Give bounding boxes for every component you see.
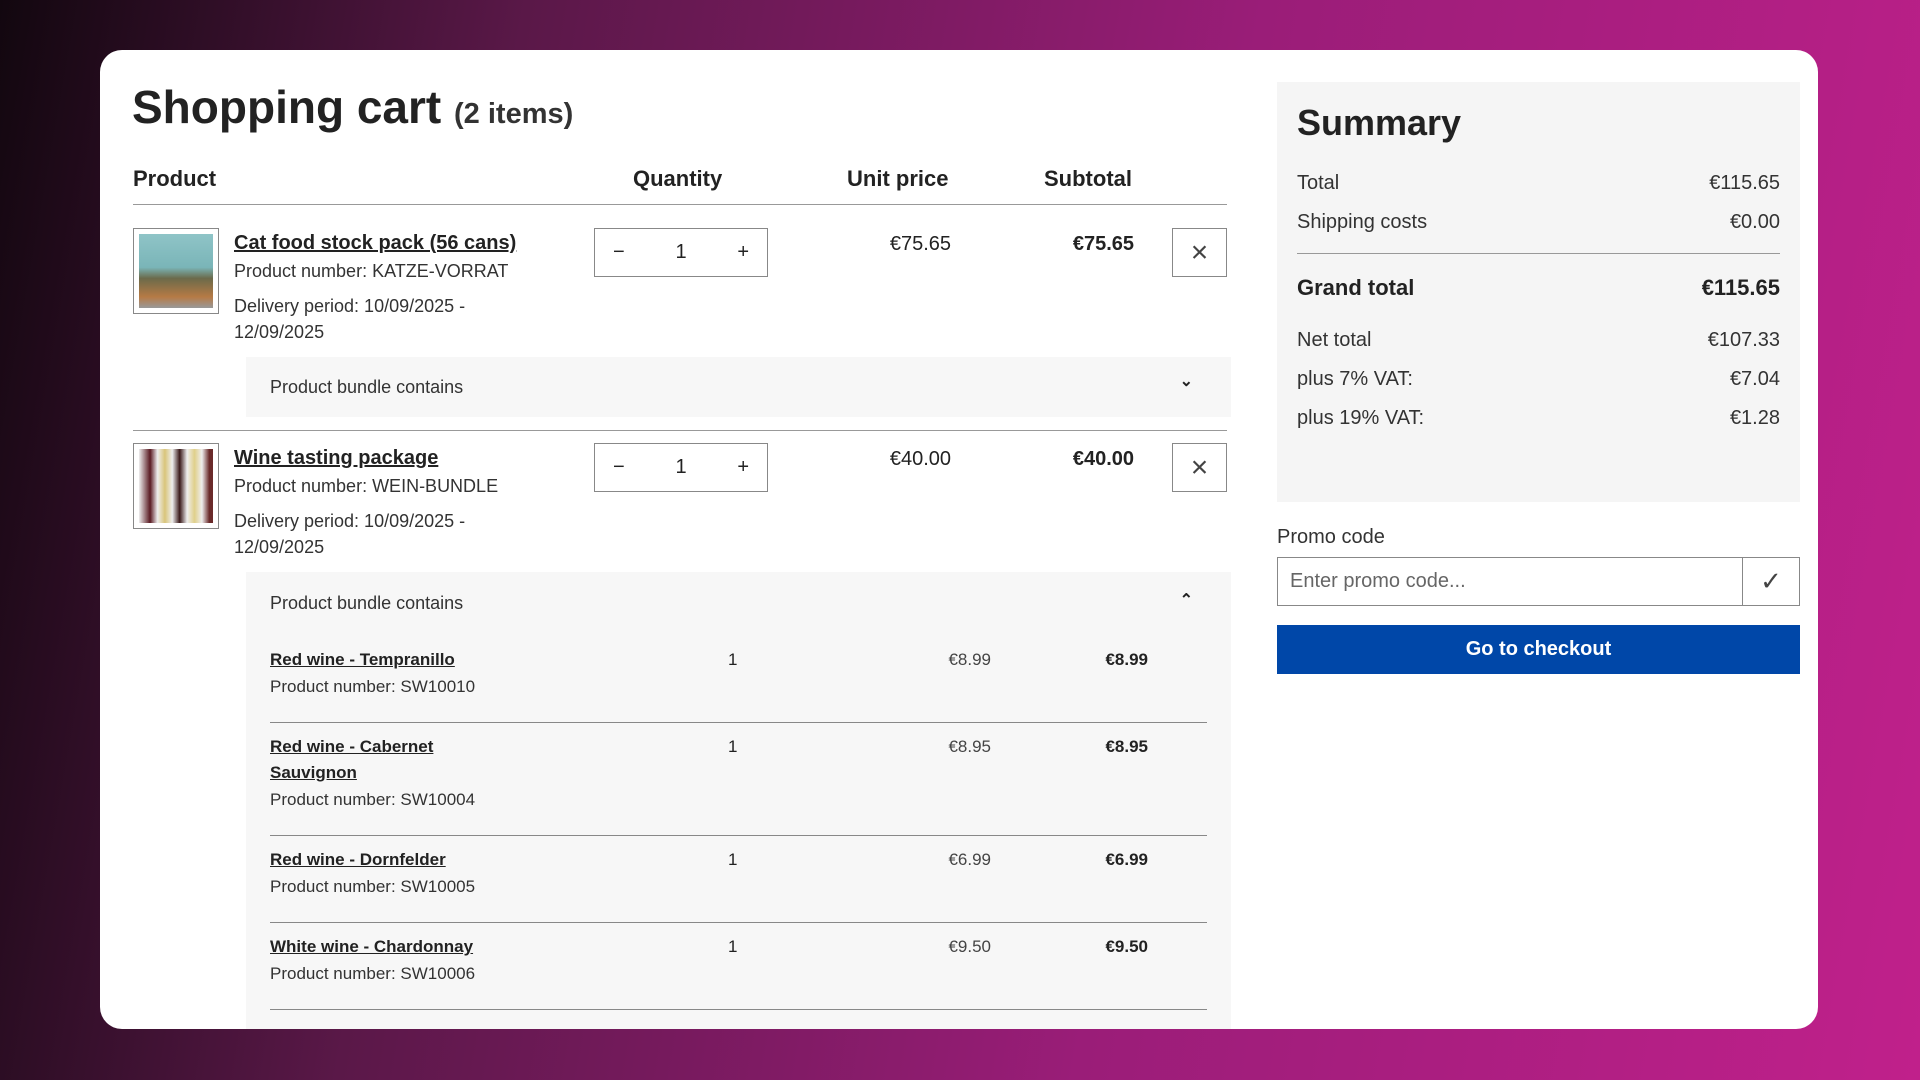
summary-shipping-row: Shipping costs €0.00	[1297, 211, 1780, 234]
summary-title: Summary	[1297, 102, 1462, 143]
bundle-divider	[270, 1009, 1207, 1010]
net-label: Net total	[1297, 329, 1372, 351]
summary-total-row: Total €115.65	[1297, 172, 1780, 195]
subtotal: €75.65	[1072, 233, 1134, 255]
bundle-item-link[interactable]: Red wine - Tempranillo	[270, 650, 455, 669]
unit-price: €75.65	[889, 233, 951, 255]
bundle-toggle[interactable]: Product bundle contains ⌄	[246, 357, 1231, 417]
minus-icon[interactable]: −	[613, 241, 625, 263]
header-subtotal: Subtotal	[1044, 166, 1132, 191]
product-number: Product number: KATZE-VORRAT	[234, 261, 509, 281]
summary-vat19-row: plus 19% VAT: €1.28	[1297, 407, 1780, 430]
bundle-divider	[270, 835, 1207, 836]
quantity-input[interactable]: 1	[675, 456, 687, 478]
delivery-period: Delivery period: 10/09/2025 -	[234, 296, 466, 316]
quantity-stepper: − 1 +	[594, 228, 768, 277]
vat19-value: €1.28	[1729, 407, 1780, 429]
summary-divider	[1297, 253, 1780, 254]
delivery-period: Delivery period: 10/09/2025 -	[234, 511, 466, 531]
delivery-period-end: 12/09/2025	[234, 322, 325, 342]
subtotal: €40.00	[1072, 448, 1134, 470]
bundle-item-subtotal: €6.99	[1105, 850, 1148, 869]
close-icon: ×	[1190, 235, 1209, 269]
summary-grand-total-row: Grand total €115.65	[1297, 275, 1780, 301]
total-value: €115.65	[1709, 172, 1780, 194]
vat19-label: plus 19% VAT:	[1297, 407, 1425, 429]
remove-item-button[interactable]: ×	[1172, 443, 1227, 492]
bundle-item-qty: 1	[728, 850, 738, 869]
page-title: Shopping cart (2 items)	[132, 80, 573, 134]
vat7-label: plus 7% VAT:	[1297, 368, 1413, 390]
checkout-button[interactable]: Go to checkout	[1277, 625, 1800, 674]
product-number: Product number: WEIN-BUNDLE	[234, 476, 499, 496]
grand-total-value: €115.65	[1701, 275, 1780, 300]
bundle-item-link[interactable]: Red wine - Cabernet Sauvignon	[270, 737, 434, 782]
bundle-item-number: Product number: SW10005	[270, 877, 476, 896]
cart-page: Shopping cart (2 items) Product Quantity…	[100, 50, 1818, 1029]
bundle-item-qty: 1	[728, 737, 738, 756]
bundle-item-number: Product number: SW10006	[270, 964, 476, 983]
promo-label: Promo code	[1277, 526, 1385, 548]
header-product: Product	[133, 166, 217, 191]
header-quantity: Quantity	[633, 166, 723, 191]
minus-icon[interactable]: −	[613, 456, 625, 478]
bundle-label[interactable]: Product bundle contains	[270, 593, 464, 613]
unit-price: €40.00	[889, 448, 951, 470]
header-unit-price: Unit price	[847, 166, 949, 191]
order-summary: Summary Total €115.65 Shipping costs €0.00…	[1277, 82, 1800, 502]
product-image-cat-food[interactable]	[133, 228, 219, 314]
bundle-panel: Product bundle contains ⌃ Red wine - Tem…	[246, 572, 1231, 1029]
remove-item-button[interactable]: ×	[1172, 228, 1227, 277]
product-image-wine[interactable]	[133, 443, 219, 529]
plus-icon[interactable]: +	[737, 456, 749, 478]
bundle-item-subtotal: €8.99	[1105, 650, 1148, 669]
total-label: Total	[1297, 172, 1340, 194]
quantity-stepper: − 1 +	[594, 443, 768, 492]
summary-vat7-row: plus 7% VAT: €7.04	[1297, 368, 1780, 391]
bundle-label: Product bundle contains	[270, 377, 464, 397]
header-divider	[133, 204, 1227, 205]
chevron-up-icon[interactable]: ⌃	[1179, 592, 1193, 609]
product-link[interactable]: Wine tasting package	[234, 447, 439, 469]
shipping-label: Shipping costs	[1297, 211, 1428, 233]
bundle-item-unit-price: €6.99	[948, 850, 991, 869]
bundle-item-unit-price: €9.50	[948, 937, 991, 956]
bundle-item-subtotal: €8.95	[1105, 737, 1148, 756]
quantity-input[interactable]: 1	[675, 241, 687, 263]
bundle-item-unit-price: €8.99	[948, 650, 991, 669]
product-link[interactable]: Cat food stock pack (56 cans)	[234, 232, 517, 254]
promo-code-input[interactable]	[1277, 557, 1743, 606]
bundle-item-unit-price: €8.95	[948, 737, 991, 756]
bundle-item-link[interactable]: Red wine - Dornfelder	[270, 850, 446, 869]
close-icon: ×	[1190, 450, 1209, 484]
item-count: (2 items)	[454, 98, 574, 130]
bundle-item-subtotal: €9.50	[1105, 937, 1148, 956]
summary-net-row: Net total €107.33	[1297, 329, 1780, 352]
bundle-divider	[270, 922, 1207, 923]
bundle-item-qty: 1	[728, 937, 738, 956]
bundle-item-number: Product number: SW10010	[270, 677, 476, 696]
bundle-item-qty: 1	[728, 650, 738, 669]
bundle-item-number: Product number: SW10004	[270, 790, 476, 809]
plus-icon[interactable]: +	[737, 241, 749, 263]
net-value: €107.33	[1707, 329, 1780, 351]
vat7-value: €7.04	[1729, 368, 1780, 390]
chevron-down-icon[interactable]: ⌄	[1179, 373, 1193, 390]
title-text: Shopping cart	[132, 81, 442, 133]
shipping-value: €0.00	[1729, 211, 1780, 233]
grand-total-label: Grand total	[1297, 275, 1415, 300]
delivery-period-end: 12/09/2025	[234, 537, 325, 557]
apply-promo-button[interactable]: ✓	[1742, 557, 1800, 606]
row-divider	[133, 430, 1227, 431]
bundle-divider	[270, 722, 1207, 723]
check-icon: ✓	[1760, 566, 1782, 596]
bundle-item-link[interactable]: White wine - Chardonnay	[270, 937, 474, 956]
